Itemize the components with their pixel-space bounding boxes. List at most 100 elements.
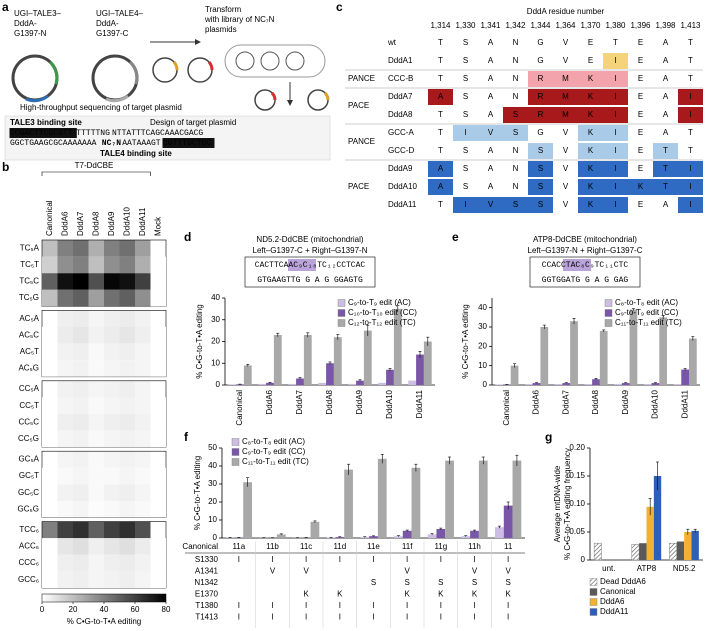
residue-cell: E <box>638 200 643 209</box>
bar <box>236 384 244 385</box>
heat-cell <box>104 414 120 431</box>
legend-swatch <box>231 458 240 466</box>
mutation-cell <box>603 179 628 195</box>
heat-cell <box>57 289 73 307</box>
section-label: PANCE <box>348 74 375 83</box>
mutation-cell <box>528 179 553 195</box>
heat-cell <box>104 380 120 398</box>
x-tick-label: 11c <box>300 542 312 551</box>
colorbar-label: % C•G-to-T•A editing <box>67 617 142 626</box>
bar <box>470 530 479 538</box>
heat-cell <box>42 289 58 307</box>
mutation-cell: I <box>271 601 273 610</box>
bar <box>629 309 638 385</box>
mutation-cell: I <box>440 555 442 564</box>
mutation-cell <box>528 71 553 87</box>
residue-cell: A <box>663 200 669 209</box>
heat-cell <box>42 501 58 518</box>
legend-label: Canonical <box>600 587 636 596</box>
mutation-cell: K <box>337 590 343 599</box>
mutation-cell: I <box>473 613 475 622</box>
x-tick-label: 11a <box>232 542 245 551</box>
heat-cell <box>57 430 73 448</box>
heat-cell <box>73 467 89 485</box>
residue-cell: V <box>563 146 569 155</box>
heat-cell <box>104 240 120 257</box>
legend-label: C₁₁-to-T₁₁ edit (TC) <box>615 318 682 327</box>
row-label: CC₅A <box>19 384 40 393</box>
target-highlight <box>288 259 316 271</box>
sequence-bottom: GTGAAGTTG G A G GGAGTG <box>257 276 363 285</box>
mutation-cell <box>603 143 628 159</box>
residue-cell: A <box>663 110 669 119</box>
legend-label: DddA11 <box>600 607 629 616</box>
heat-cell <box>88 501 104 518</box>
x-tick-label: ND5.2 <box>673 564 696 573</box>
heat-cell <box>119 360 135 377</box>
residue-cell: I <box>689 182 691 191</box>
mutation-cell: I <box>372 555 374 564</box>
heat-cell <box>119 430 135 448</box>
mutation-cell: I <box>238 555 240 564</box>
heat-cell <box>119 467 135 485</box>
heat-cell <box>42 430 58 448</box>
sequence-box <box>244 256 376 288</box>
bar <box>258 383 267 385</box>
mutation-cell: I <box>473 601 475 610</box>
residue-cell: I <box>614 182 616 191</box>
heat-cell <box>150 430 166 448</box>
residue-cell: T <box>663 164 668 173</box>
residue-label: S1330 <box>195 555 219 564</box>
x-tick-label: Canonical <box>235 390 244 426</box>
residue-cell: V <box>563 164 569 173</box>
heat-cell <box>57 273 73 290</box>
x-tick-label: DddA10 <box>651 389 660 418</box>
bar <box>303 334 312 385</box>
heat-cell <box>119 240 135 257</box>
residue-cell: A <box>663 56 669 65</box>
heat-cell <box>119 571 135 588</box>
colorbar-tick-label: 0 <box>40 605 45 614</box>
heat-cell <box>57 484 73 501</box>
y-tick-label: 0 <box>581 555 586 564</box>
legend-swatch <box>337 299 346 307</box>
residue-cell: T <box>688 56 693 65</box>
residue-cell: A <box>663 92 669 101</box>
x-tick-label: DddA10 <box>385 389 394 418</box>
residue-cell: V <box>488 128 494 137</box>
residue-cell: K <box>588 182 594 191</box>
heat-cell <box>73 538 89 555</box>
bar <box>681 369 690 385</box>
heat-cell <box>73 414 89 431</box>
residue-cell: I <box>464 200 466 209</box>
mutation-cell <box>578 197 603 213</box>
bar <box>651 383 660 385</box>
residue-cell: T <box>438 200 443 209</box>
mutation-cell <box>678 89 703 105</box>
mutation-cell <box>528 89 553 105</box>
bar <box>369 536 378 538</box>
heat-cell <box>73 289 89 307</box>
y-axis-label: % C•G-to-T•A editing <box>195 304 204 379</box>
heat-cell <box>135 343 151 361</box>
residue-cell: I <box>689 164 691 173</box>
y-tick-label: 0 <box>216 380 221 389</box>
mutation-cell: K <box>438 590 444 599</box>
mutation-cell <box>453 125 478 141</box>
residue-cell: I <box>464 128 466 137</box>
step-label: High-throughput sequencing of target pla… <box>20 103 182 112</box>
x-tick-label: 11g <box>434 542 447 551</box>
mutation-cell: I <box>271 555 273 564</box>
bar <box>335 537 345 538</box>
mutation-cell <box>528 197 553 213</box>
bar <box>592 379 600 385</box>
site-label: TALE4 binding site <box>100 149 172 158</box>
section-label: PACE <box>348 182 369 191</box>
mutation-cell: I <box>339 601 341 610</box>
x-tick-label: DddA11 <box>680 389 689 418</box>
legend-label: C₈-to-T₈ edit (AC) <box>242 437 305 446</box>
plasmid-label: G1397-C <box>96 29 129 38</box>
bar <box>495 527 504 538</box>
x-tick-label: 11d <box>333 542 346 551</box>
heat-cell <box>150 240 166 257</box>
